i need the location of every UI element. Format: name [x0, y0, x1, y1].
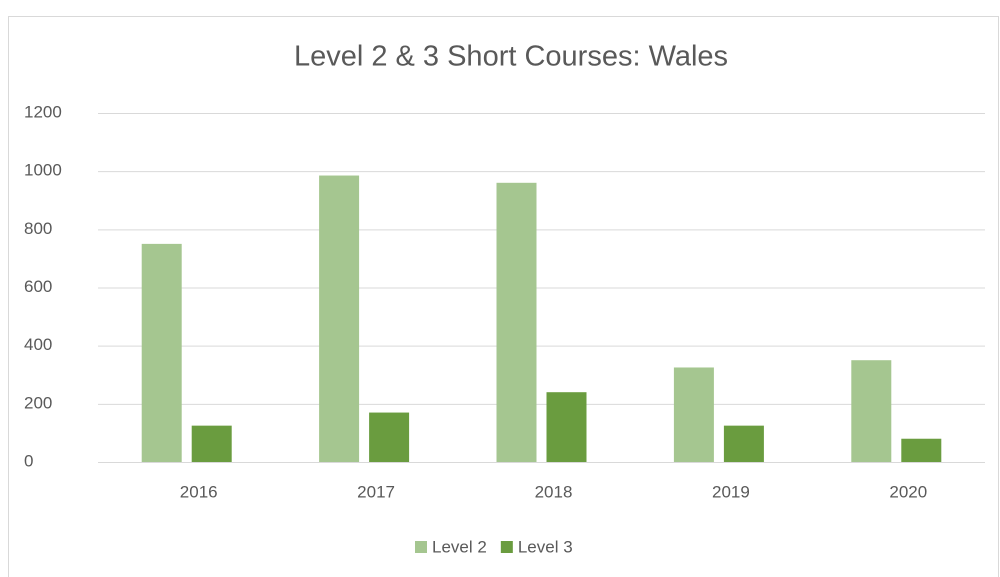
bar — [673, 367, 714, 462]
x-tick-label: 2016 — [180, 482, 218, 501]
bar — [369, 412, 410, 462]
y-tick-label: 400 — [24, 335, 52, 354]
x-tick-label: 2019 — [712, 482, 750, 501]
bar — [546, 392, 587, 462]
x-tick-label: 2020 — [889, 482, 927, 501]
bar — [319, 175, 360, 462]
bar — [723, 425, 764, 462]
chart-title: Level 2 & 3 Short Courses: Wales — [294, 41, 728, 73]
bar — [901, 438, 942, 462]
x-tick-label: 2017 — [357, 482, 395, 501]
bar — [191, 425, 232, 462]
y-tick-label: 800 — [24, 219, 52, 238]
y-tick-label: 0 — [24, 451, 33, 470]
bar — [496, 182, 537, 463]
y-tick-label: 1000 — [24, 161, 62, 180]
x-tick-label: 2018 — [535, 482, 573, 501]
legend-label: Level 2 — [432, 537, 487, 556]
legend-swatch — [415, 541, 427, 553]
bar — [851, 360, 892, 462]
bar — [141, 243, 182, 462]
y-tick-label: 200 — [24, 393, 52, 412]
y-tick-label: 1200 — [24, 102, 62, 121]
legend-swatch — [500, 541, 513, 553]
legend-label: Level 3 — [518, 537, 573, 556]
y-tick-label: 600 — [24, 277, 52, 296]
